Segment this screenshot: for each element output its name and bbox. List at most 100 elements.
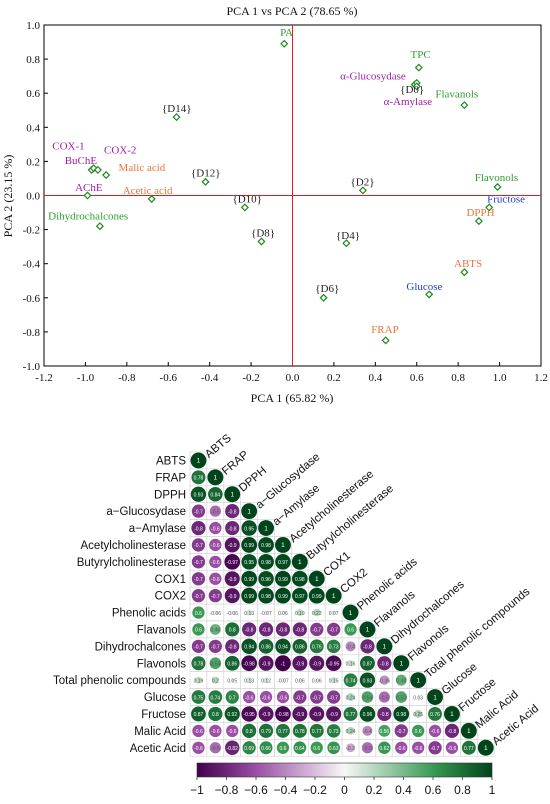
correlation-row-label: Butyrylcholinesterase: [77, 557, 186, 569]
correlation-circle: [395, 674, 407, 686]
correlation-circle: [428, 741, 442, 755]
correlation-circle: [327, 622, 341, 637]
pca-point-label: Fructose: [487, 193, 525, 205]
correlation-value: 0.6: [195, 611, 202, 617]
correlation-value: -0.6: [414, 746, 423, 752]
correlation-value: 0.78: [295, 729, 305, 735]
correlation-value: 0.63: [329, 746, 339, 752]
correlation-circle: [309, 639, 324, 654]
correlation-value: 0.54: [210, 661, 220, 667]
pca-point-label: Dihydrochalcones: [48, 210, 128, 222]
pca-point-label: AChE: [75, 182, 103, 194]
correlation-row-label: Total phenolic compounds: [53, 675, 186, 687]
correlation-circle: [209, 724, 222, 738]
correlation-value: 0.84: [210, 492, 220, 498]
correlation-value: -0.7: [194, 543, 203, 549]
pca-x-tick-label: 0.8: [451, 372, 465, 384]
correlation-value: 0.25: [413, 712, 423, 718]
correlation-value: -0.8: [228, 526, 237, 532]
correlation-row-label: COX2: [155, 591, 186, 603]
correlation-circle: [343, 706, 358, 721]
correlation-circle: [296, 609, 304, 617]
correlation-value: 0.77: [278, 729, 288, 735]
correlation-circle: [378, 691, 390, 703]
pca-point-label: {D0}: [400, 84, 424, 96]
correlation-value: 0.7: [229, 695, 236, 701]
pca-x-tick-label: 0.4: [368, 372, 382, 384]
pca-point-label: DPPH: [466, 207, 494, 219]
correlation-value: -0.8: [380, 712, 389, 718]
pca-biplot: PCA 1 vs PCA 2 (78.65 %) -1.2 -1.0 -0.8 -0.…: [1, 4, 548, 405]
correlation-value: -0.5: [380, 695, 389, 701]
correlation-circle: [346, 726, 355, 735]
correlation-value: 0.13: [244, 611, 254, 617]
correlation-value: 0.97: [295, 594, 305, 600]
correlation-value: -0.7: [194, 560, 203, 566]
correlation-circle: [191, 690, 206, 704]
correlation-value: 0.19: [295, 611, 305, 617]
correlation-value: 0.77: [464, 746, 474, 752]
pca-point-labels: PA TPC {D0}α-Glucosydase α-AmylaseFlavanols…: [48, 27, 525, 336]
pca-x-tick-label: -1.0: [77, 372, 95, 384]
correlation-value: -0.07: [260, 611, 272, 617]
correlation-circle: [190, 452, 207, 469]
correlation-value: -0.9: [329, 712, 338, 718]
correlation-value: 0.24: [346, 729, 356, 735]
pca-point-marker: [474, 217, 483, 226]
correlation-circle: [208, 690, 223, 704]
correlation-value: -0.98: [243, 661, 255, 667]
correlation-value: -0.5: [363, 746, 372, 752]
correlation-value: 0.06: [312, 678, 322, 684]
correlation-value: 0.98: [261, 560, 271, 566]
correlation-value: -0.6: [448, 746, 457, 752]
pca-point-label: ABTS: [454, 258, 482, 270]
correlation-diagonal-label: DPPH: [237, 465, 269, 495]
correlation-value: -0.9: [262, 661, 271, 667]
correlation-value: 0.87: [363, 661, 373, 667]
correlation-value: -1: [281, 661, 286, 667]
correlation-value: 1: [383, 644, 387, 651]
correlation-value: -0.6: [194, 746, 203, 752]
correlation-value: -0.3: [346, 746, 355, 752]
correlation-circle: [292, 587, 308, 604]
correlation-circle: [461, 740, 476, 755]
pca-point-marker: [83, 191, 92, 200]
correlation-circle: [208, 639, 222, 653]
correlation-value: -0.6: [279, 695, 288, 701]
correlation-value: 0.95: [244, 526, 254, 532]
correlation-value: 0.8: [229, 628, 236, 634]
correlation-value: 0.03: [413, 695, 423, 701]
pca-point-label: FRAP: [371, 324, 399, 336]
correlation-circle: [293, 741, 307, 755]
correlation-value: 1: [467, 728, 471, 735]
pca-y-tick-label: -0.8: [23, 327, 41, 339]
correlation-circle: [225, 520, 240, 536]
correlation-row-label: Flavanols: [137, 624, 186, 636]
correlation-circle: [377, 706, 392, 722]
correlation-row-label: DPPH: [154, 489, 186, 501]
correlation-diagonal-label: COX1: [321, 550, 353, 579]
pca-y-tick-label: 0.0: [26, 191, 40, 203]
correlation-value: 0.8: [212, 712, 219, 718]
correlation-circle: [359, 621, 376, 638]
correlation-circle: [444, 723, 460, 738]
correlation-circle: [259, 690, 273, 704]
correlation-value: -0.6: [211, 543, 220, 549]
correlation-circle: [275, 723, 290, 738]
correlation-value: -0.6: [262, 695, 271, 701]
correlation-circle: [343, 673, 358, 687]
pca-x-tick-label: -1.2: [35, 372, 52, 384]
correlation-value: 1: [230, 491, 234, 498]
pca-point-marker: [280, 39, 289, 48]
correlation-row-label: ABTS: [156, 455, 186, 467]
pca-point-marker: [485, 203, 494, 212]
pca-point-marker: [89, 164, 98, 173]
correlation-value: -0.9: [262, 712, 271, 718]
correlation-row-label: a−Glucosydase: [106, 506, 186, 518]
pca-x-tick-label: 0.0: [286, 372, 300, 384]
correlation-circle: [208, 486, 223, 502]
correlation-circle: [241, 554, 257, 570]
correlation-circle: [191, 656, 206, 671]
correlation-circle: [275, 706, 291, 722]
correlation-value: 0.13: [244, 678, 254, 684]
